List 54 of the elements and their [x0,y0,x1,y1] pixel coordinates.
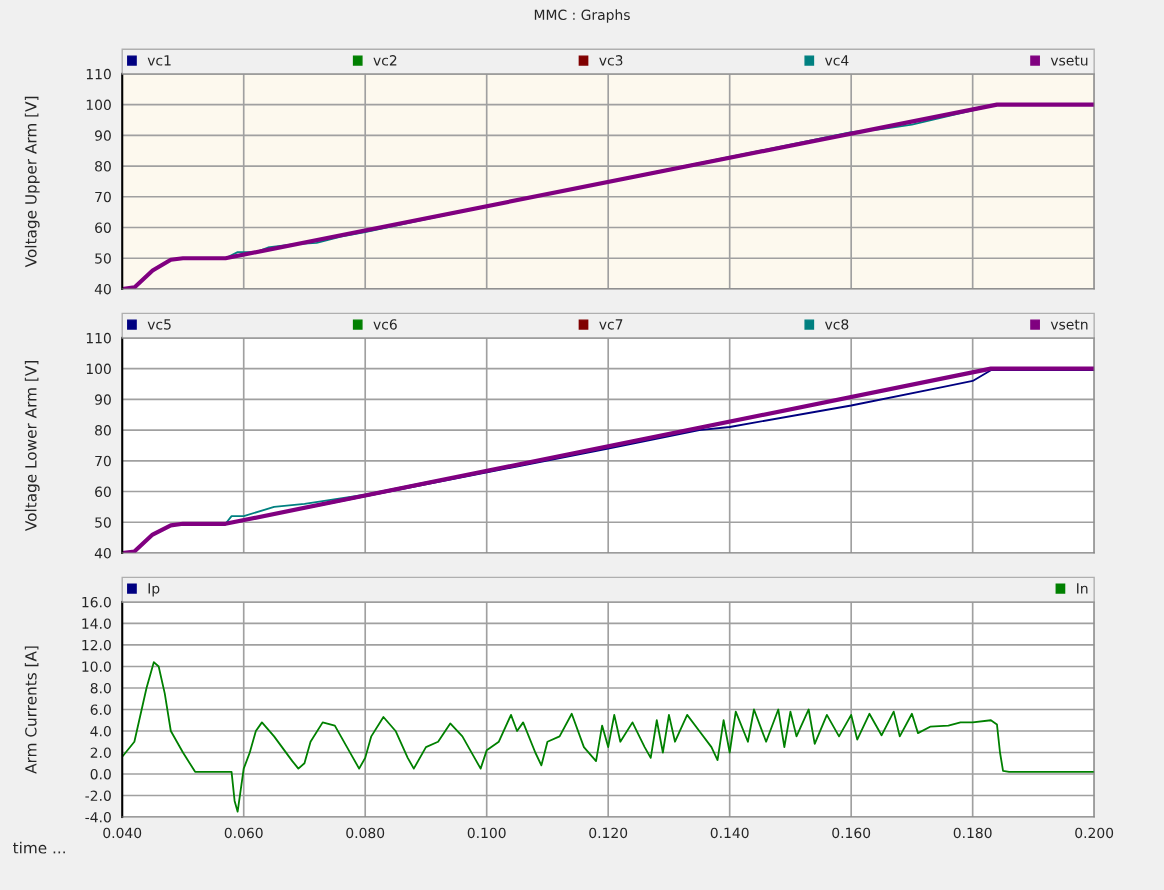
y-tick-label: 80 [95,425,111,436]
y-tick-label: 4.0 [90,725,111,737]
x-tick-label: 0.200 [1075,827,1114,839]
y-tick-label: 100 [86,99,111,111]
y-tick-label: 40 [94,547,111,559]
legend-label: vc7 [599,319,623,330]
y-tick-label: 40 [94,283,111,295]
legend-label: vc6 [373,319,397,330]
line-series [122,661,1095,813]
y-tick-label: 2.0 [90,747,111,758]
y-axis-title: Voltage Lower Arm [V] [24,361,40,532]
y-tick-label: 80 [95,161,111,172]
y-tick-label: 16.0 [82,596,111,608]
y-tick-label: 12.0 [82,639,111,651]
legend-label: vc3 [599,55,623,66]
chart-title: MMC : Graphs [534,9,630,23]
legend-label: Ip [148,583,160,597]
y-tick-label: 70 [95,191,111,203]
y-tick-label: 90 [95,130,111,141]
y-tick-label: 8.0 [90,682,111,694]
x-tick-label: 0.100 [467,827,506,839]
y-axis-title: Arm Currents [A] [24,646,39,774]
legend-label: vsetn [1050,319,1088,330]
x-axis-title: time ... [13,841,65,854]
y-tick-label: 70 [95,455,111,467]
legend-label: vc2 [373,55,397,66]
legend-label: vc5 [147,319,171,330]
legend-label: vc1 [147,55,171,66]
y-axis-title: Voltage Upper Arm [V] [24,96,40,268]
y-tick-label: 90 [95,394,111,405]
y-tick-label: 0.0 [90,768,111,780]
y-tick-label: 110 [86,68,111,80]
x-tick-label: 0.140 [710,827,749,839]
x-tick-label: 0.060 [224,827,263,839]
x-tick-label: 0.040 [103,827,142,839]
y-tick-label: 100 [86,363,111,375]
x-tick-label: 0.180 [953,827,992,839]
x-tick-label: 0.120 [589,827,628,839]
y-tick-label: 50 [95,253,111,264]
y-tick-label: 50 [95,517,111,528]
y-tick-label: 60 [95,222,111,233]
y-tick-label: 6.0 [90,704,111,715]
legend-label: vsetu [1050,55,1088,66]
legend-label: In [1077,583,1088,594]
y-tick-label: -2.0 [85,790,111,801]
y-tick-label: 110 [86,332,111,344]
y-tick-label: 60 [95,486,111,498]
legend-label: vc4 [824,55,849,66]
legend-label: vc8 [824,319,849,330]
y-tick-label: 14.0 [82,618,111,629]
y-tick-label: 10.0 [82,661,111,672]
x-tick-label: 0.080 [346,827,385,839]
x-tick-label: 0.160 [832,827,871,839]
y-tick-label: -4.0 [85,811,111,823]
